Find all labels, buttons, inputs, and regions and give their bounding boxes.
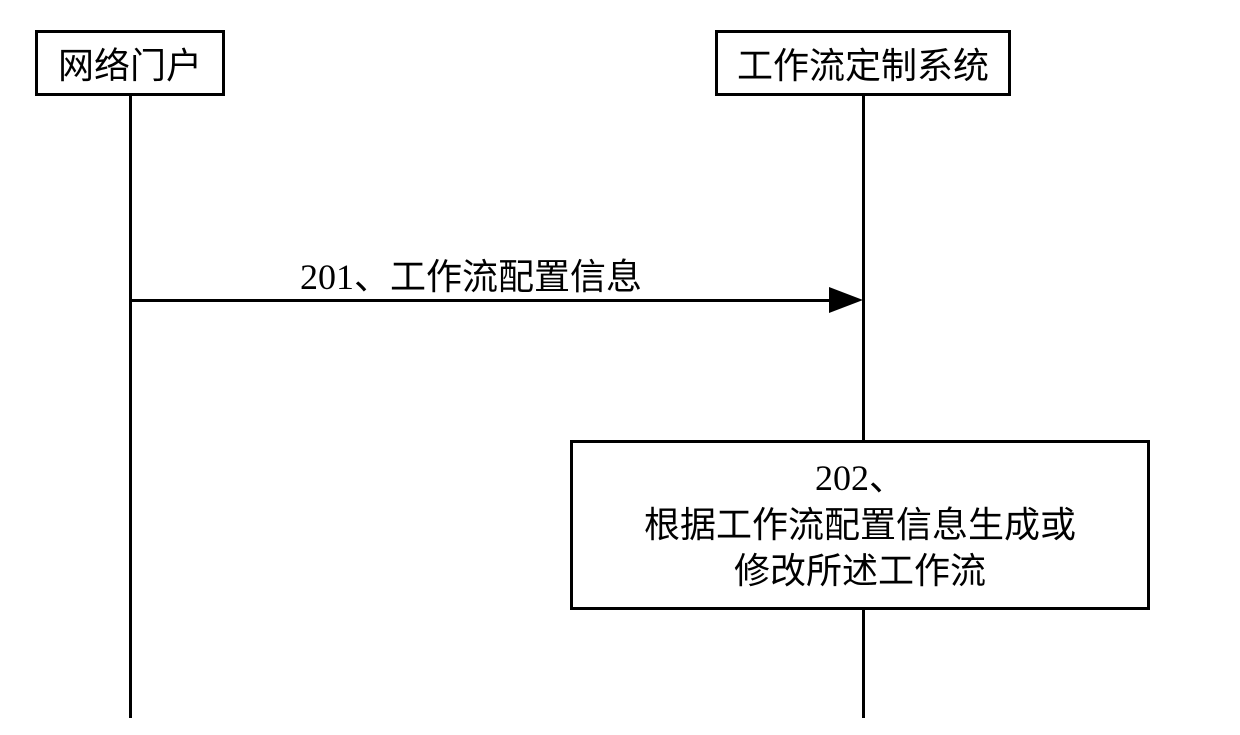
activity-202-line2: 根据工作流配置信息生成或 [644, 502, 1076, 549]
participant-label-workflow-system: 工作流定制系统 [737, 37, 989, 89]
message-arrow-head-201 [829, 287, 863, 313]
participant-box-portal: 网络门户 [35, 30, 225, 96]
participant-box-workflow-system: 工作流定制系统 [715, 30, 1011, 96]
activity-box-202: 202、 根据工作流配置信息生成或 修改所述工作流 [570, 440, 1150, 610]
activity-202-line3: 修改所述工作流 [734, 548, 986, 595]
participant-label-portal: 网络门户 [58, 37, 202, 89]
lifeline-portal [129, 96, 132, 718]
message-label-201: 201、工作流配置信息 [300, 248, 642, 300]
lifeline-workflow-system-lower [862, 610, 865, 718]
lifeline-workflow-system-upper [862, 96, 865, 440]
message-arrow-line-201 [130, 299, 835, 302]
activity-202-line1: 202、 [815, 455, 905, 502]
